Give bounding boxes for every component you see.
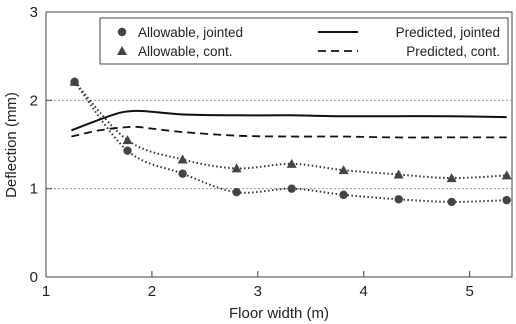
x-tick-label: 3 xyxy=(254,283,262,300)
x-tick-label: 2 xyxy=(148,283,156,300)
series-predicted-cont xyxy=(71,125,507,139)
x-tick-label: 4 xyxy=(360,283,368,300)
legend-item-predicted-cont: Predicted, cont. xyxy=(318,44,500,59)
legend-item-predicted-jointed: Predicted, jointed xyxy=(318,25,500,40)
data-point-triangle xyxy=(446,173,457,183)
data-point-triangle xyxy=(122,135,133,145)
x-tick-label: 5 xyxy=(465,283,473,300)
legend-item-allowable-jointed: Allowable, jointed xyxy=(117,25,243,40)
data-point-triangle xyxy=(231,163,242,173)
data-point-circle xyxy=(123,146,132,155)
series-line xyxy=(71,125,507,139)
y-tick-label: 2 xyxy=(30,92,38,109)
grid-lines xyxy=(46,99,512,190)
data-point-triangle xyxy=(286,158,297,168)
data-point-circle xyxy=(178,169,187,178)
y-axis: 0 1 2 3 xyxy=(30,4,52,286)
legend: Allowable, jointed Allowable, cont. Predic… xyxy=(99,17,509,65)
y-tick-label: 3 xyxy=(30,4,38,21)
data-point-circle xyxy=(232,188,241,197)
data-point-circle xyxy=(394,195,403,204)
series-curve xyxy=(73,81,507,203)
x-axis-label: Floor width (m) xyxy=(229,305,329,322)
data-point-triangle xyxy=(177,154,188,164)
legend-marker-triangle xyxy=(117,46,127,55)
series-predicted-jointed xyxy=(71,109,507,132)
data-point-triangle xyxy=(501,170,512,180)
legend-label: Allowable, jointed xyxy=(138,25,243,40)
y-axis-label: Deflection (mm) xyxy=(3,92,20,198)
legend-label: Predicted, jointed xyxy=(396,25,500,40)
data-point-triangle xyxy=(393,169,404,179)
x-axis: 1 2 3 4 5 xyxy=(42,271,474,300)
y-tick-label: 0 xyxy=(30,269,38,286)
series-line xyxy=(71,109,507,132)
legend-marker-circle xyxy=(117,27,127,37)
legend-label: Predicted, cont. xyxy=(406,44,500,59)
series-allowable-cont xyxy=(69,76,512,183)
data-point-triangle xyxy=(69,76,80,86)
data-point-circle xyxy=(502,195,511,205)
y-tick-label: 1 xyxy=(30,181,38,198)
data-point-triangle xyxy=(338,165,349,175)
legend-item-allowable-cont: Allowable, cont. xyxy=(117,44,233,59)
series-allowable-jointed xyxy=(70,77,511,207)
data-point-circle xyxy=(287,184,296,193)
data-point-circle xyxy=(447,197,456,207)
x-tick-label: 1 xyxy=(42,283,50,300)
legend-label: Allowable, cont. xyxy=(138,44,233,59)
legend-box xyxy=(99,17,509,65)
data-point-circle xyxy=(339,190,348,200)
series-layer xyxy=(69,76,512,207)
